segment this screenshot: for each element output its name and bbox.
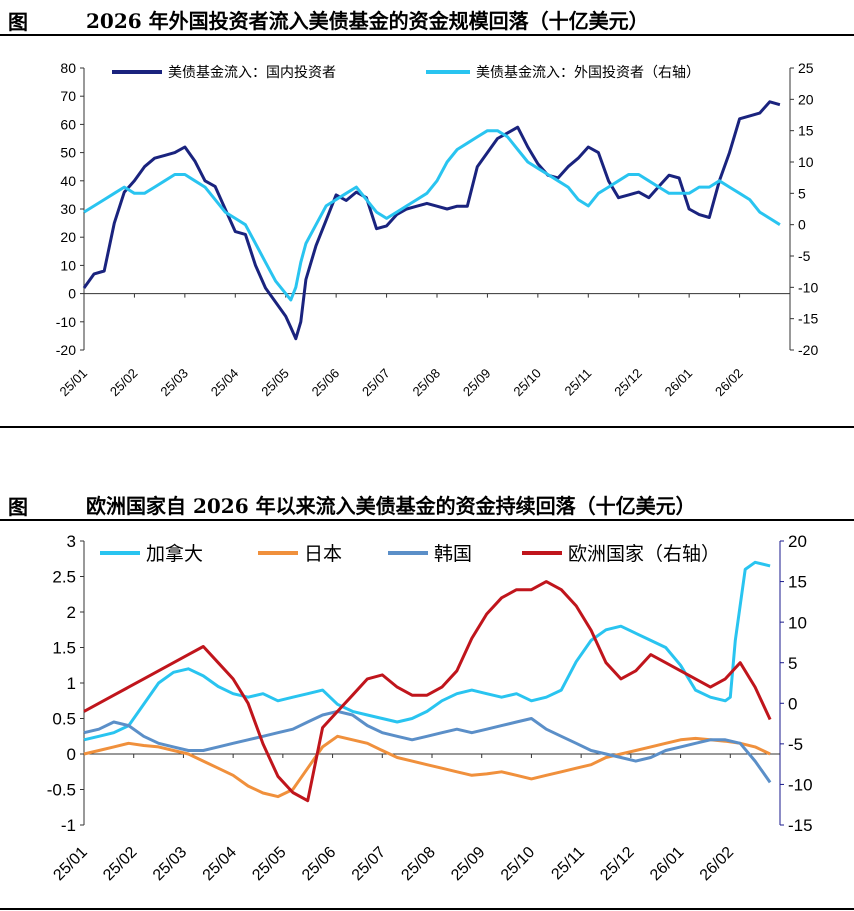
left-tick-label: -0.5 bbox=[47, 781, 76, 800]
left-tick-label: 40 bbox=[60, 173, 76, 189]
left-tick-label: 80 bbox=[60, 60, 76, 76]
left-tick-label: 60 bbox=[60, 116, 76, 132]
left-tick-label: 3 bbox=[67, 532, 76, 551]
figure-2-title: 欧洲国家自 2026 年以来流入美债基金的资金持续回落（十亿美元） bbox=[86, 494, 696, 518]
x-tick-label: 25/02 bbox=[107, 366, 141, 400]
x-tick-label: 25/11 bbox=[561, 366, 594, 399]
right-tick-label: 5 bbox=[788, 654, 797, 673]
x-tick-label: 26/01 bbox=[647, 844, 687, 884]
right-tick-label: -20 bbox=[798, 342, 818, 358]
figure-2-label: 图 bbox=[8, 495, 28, 519]
x-tick-label: 25/12 bbox=[611, 366, 645, 400]
right-tick-label: 10 bbox=[788, 613, 807, 632]
figure-1-chart: 80 70 60 50 40 30 20 10 0 -10 -20 25 20 15 10 5 0 -5 -10 -1… bbox=[0, 36, 854, 424]
figure-1-title-row: 图 2026 年外国投资者流入美债基金的资金规模回落（十亿美元） bbox=[0, 0, 854, 36]
figure-1-title-rule bbox=[0, 34, 854, 36]
series-line-4 bbox=[83, 580, 772, 803]
left-tick-label: 10 bbox=[60, 257, 76, 273]
figure-2-bottom-rule bbox=[0, 908, 854, 910]
right-tick-label: -5 bbox=[798, 248, 811, 264]
x-tick-label: 25/10 bbox=[498, 844, 538, 884]
right-tick-label: 10 bbox=[798, 154, 814, 170]
left-tick-label: -10 bbox=[56, 314, 76, 330]
right-tick-label: 20 bbox=[798, 91, 814, 107]
x-tick-label: 25/08 bbox=[410, 366, 444, 400]
x-tick-label: 25/04 bbox=[200, 844, 240, 884]
left-tick-label: 2 bbox=[67, 603, 76, 622]
x-tick-label: 25/09 bbox=[448, 844, 488, 884]
left-tick-label: 0 bbox=[68, 286, 76, 302]
series-line-1 bbox=[82, 100, 781, 341]
x-tick-label: 25/01 bbox=[50, 844, 90, 884]
figure-1-title: 2026 年外国投资者流入美债基金的资金规模回落（十亿美元） bbox=[86, 9, 649, 33]
left-tick-label: 1 bbox=[67, 674, 76, 693]
left-tick-label: -20 bbox=[56, 342, 76, 358]
legend-label-2: 美债基金流入：外国投资者（右轴） bbox=[476, 64, 700, 80]
x-tick-label: 25/06 bbox=[299, 844, 339, 884]
x-tick-label: 25/07 bbox=[359, 366, 393, 400]
left-tick-label: 0.5 bbox=[52, 710, 76, 729]
x-tick-label: 25/08 bbox=[398, 844, 438, 884]
x-tick-label: 25/06 bbox=[309, 366, 343, 400]
figure-1-label: 图 bbox=[8, 10, 28, 34]
x-tick-label: 25/03 bbox=[157, 366, 191, 400]
x-tick-label: 25/05 bbox=[249, 844, 289, 884]
right-tick-label: -15 bbox=[788, 816, 813, 835]
figure-2-chart: 3 2.5 2 1.5 1 0.5 0 -0.5 -1 20 15 10 5 0 -5 -10 -15 25/01… bbox=[0, 521, 854, 907]
x-tick-label: 25/04 bbox=[208, 366, 242, 400]
legend-label-3: 韩国 bbox=[434, 543, 472, 565]
right-tick-label: 25 bbox=[798, 60, 814, 76]
x-tick-label: 26/02 bbox=[697, 844, 737, 884]
right-tick-label: -5 bbox=[788, 735, 803, 754]
left-tick-label: 20 bbox=[60, 229, 76, 245]
x-tick-label: 25/11 bbox=[548, 844, 588, 884]
left-tick-label: 1.5 bbox=[52, 639, 76, 658]
right-tick-label: 15 bbox=[798, 123, 814, 139]
right-tick-label: 15 bbox=[788, 573, 807, 592]
left-tick-label: -1 bbox=[61, 816, 76, 835]
left-tick-label: 0 bbox=[67, 745, 76, 764]
x-tick-label: 25/05 bbox=[258, 366, 292, 400]
left-tick-label: 30 bbox=[60, 201, 76, 217]
right-tick-label: 5 bbox=[798, 185, 806, 201]
figure-2-title-row: 图 欧洲国家自 2026 年以来流入美债基金的资金持续回落（十亿美元） bbox=[0, 485, 854, 521]
legend-label-1: 加拿大 bbox=[146, 542, 203, 565]
x-tick-label: 25/01 bbox=[57, 366, 91, 400]
x-tick-label: 26/01 bbox=[662, 366, 696, 400]
x-tick-label: 25/12 bbox=[597, 844, 637, 884]
left-tick-label: 50 bbox=[60, 145, 76, 161]
x-tick-label: 26/02 bbox=[712, 366, 746, 400]
right-tick-label: 20 bbox=[788, 532, 807, 551]
series-line-3 bbox=[83, 709, 772, 784]
series-line-2 bbox=[83, 129, 781, 302]
right-tick-label: 0 bbox=[788, 694, 797, 713]
legend-label-1: 美债基金流入：国内投资者 bbox=[168, 64, 336, 80]
series-line-1 bbox=[83, 560, 771, 742]
figure-2-title-rule bbox=[0, 519, 854, 521]
legend-label-4: 欧洲国家（右轴） bbox=[568, 543, 720, 565]
x-tick-label: 25/09 bbox=[460, 366, 494, 400]
x-tick-label: 25/10 bbox=[510, 366, 544, 400]
figure-1-svg: 80706050403020100-10-202520151050-5-10-1… bbox=[56, 60, 819, 400]
right-tick-label: -10 bbox=[788, 776, 813, 795]
figure-2-svg: 3 2.5 2 1.5 1 0.5 0 -0.5 -1 20 15 10 5 0 -5 -10 -15 25/01… bbox=[47, 532, 813, 884]
right-tick-label: -15 bbox=[798, 311, 818, 327]
left-tick-label: 70 bbox=[60, 88, 76, 104]
figure-1-bottom-rule bbox=[0, 426, 854, 428]
legend-label-2: 日本 bbox=[304, 543, 342, 565]
right-tick-label: 0 bbox=[798, 217, 806, 233]
left-tick-label: 2.5 bbox=[52, 568, 76, 587]
x-tick-label: 25/02 bbox=[100, 844, 140, 884]
x-tick-label: 25/03 bbox=[150, 844, 190, 884]
right-tick-label: -10 bbox=[798, 279, 818, 295]
series-line-2 bbox=[83, 734, 771, 799]
x-tick-label: 25/07 bbox=[349, 844, 389, 884]
